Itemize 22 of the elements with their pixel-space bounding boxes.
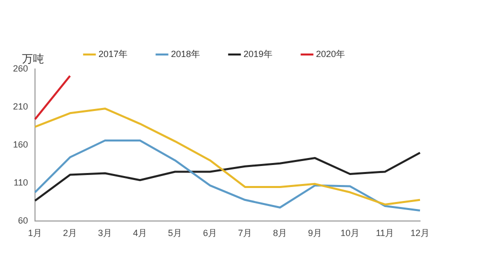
x-tick-label: 6月 <box>203 228 218 238</box>
y-tick-label: 260 <box>12 63 28 74</box>
x-tick-label: 9月 <box>308 228 322 238</box>
x-tick-label: 7月 <box>238 228 252 238</box>
x-tick-label: 8月 <box>273 228 288 238</box>
y-tick-label: 210 <box>12 102 28 112</box>
legend-label: 2018年 <box>170 48 200 59</box>
legend-label: 2019年 <box>244 48 273 59</box>
y-tick-label: 160 <box>12 140 28 150</box>
x-tick-label: 10月 <box>340 228 360 238</box>
x-tick-label: 4月 <box>133 228 148 238</box>
x-tick-label: 12月 <box>410 228 430 238</box>
legend-label: 2020年 <box>316 48 346 59</box>
x-tick-label: 5月 <box>168 228 182 238</box>
legend-label: 2017年 <box>98 48 128 59</box>
y-tick-label: 110 <box>14 178 28 188</box>
x-tick-label: 3月 <box>98 228 112 238</box>
y-axis-title: 万吨 <box>22 52 44 66</box>
x-tick-label: 2月 <box>63 228 78 238</box>
x-tick-label: 1月 <box>28 228 42 238</box>
y-tick-label: 60 <box>18 216 28 226</box>
x-tick-label: 11月 <box>376 228 394 238</box>
